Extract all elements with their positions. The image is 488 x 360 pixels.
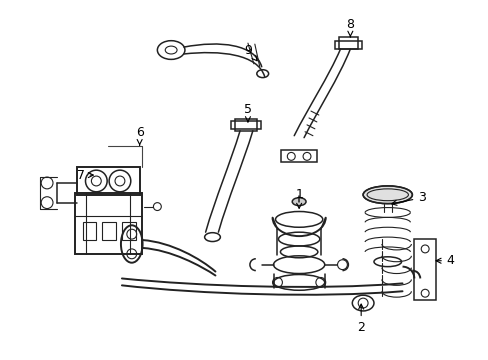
Bar <box>82 222 96 240</box>
Text: 1: 1 <box>295 188 303 208</box>
Bar <box>102 222 116 240</box>
Bar <box>235 119 256 131</box>
Bar <box>338 37 358 49</box>
Bar <box>122 222 136 240</box>
Text: 9: 9 <box>244 44 257 61</box>
Text: 4: 4 <box>435 254 454 267</box>
Text: 5: 5 <box>244 103 251 122</box>
Text: 6: 6 <box>136 126 143 145</box>
Bar <box>334 41 362 49</box>
Text: 8: 8 <box>346 18 354 37</box>
Bar <box>281 150 316 162</box>
Ellipse shape <box>292 198 305 206</box>
Text: 2: 2 <box>357 304 365 334</box>
Ellipse shape <box>363 186 411 204</box>
Text: 7: 7 <box>77 168 93 181</box>
Bar <box>231 121 260 129</box>
Bar <box>77 167 140 195</box>
Bar <box>75 193 142 254</box>
Text: 3: 3 <box>391 191 425 205</box>
Bar <box>413 239 435 300</box>
